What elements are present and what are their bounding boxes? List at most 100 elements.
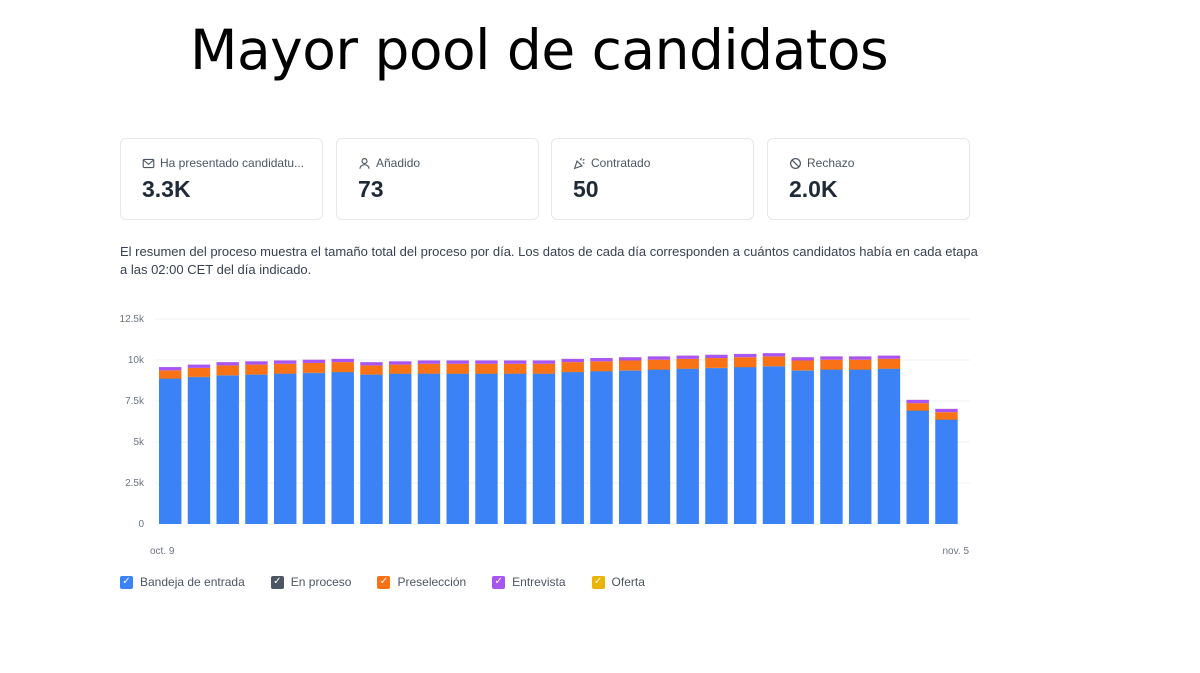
user-icon xyxy=(359,157,370,169)
bar-stack[interactable] xyxy=(762,353,786,524)
bar-segment xyxy=(417,360,441,364)
bar-segment xyxy=(820,359,843,370)
checkbox-icon[interactable]: ✓ xyxy=(120,575,133,589)
bar-segment xyxy=(762,356,786,367)
bar-segment xyxy=(216,365,239,376)
bar-segment xyxy=(935,412,958,420)
bar-stack[interactable] xyxy=(676,355,699,524)
bar-stack[interactable] xyxy=(302,359,326,524)
bar-stack[interactable] xyxy=(331,358,354,524)
bar-stack[interactable] xyxy=(216,362,239,524)
bar-segment xyxy=(216,375,239,524)
bar-stack[interactable] xyxy=(849,356,872,524)
bar-segment xyxy=(877,358,901,369)
bar-segment xyxy=(619,370,642,524)
bar-segment xyxy=(849,369,872,524)
bar-segment xyxy=(159,378,182,524)
bar-segment xyxy=(446,360,469,364)
bar-segment xyxy=(906,410,929,524)
bar-stack[interactable] xyxy=(187,364,211,524)
bar-stack[interactable] xyxy=(791,357,814,524)
bar-stack[interactable] xyxy=(877,355,901,524)
bar-segment xyxy=(159,370,182,379)
bar-segment xyxy=(389,364,412,374)
bar-stack[interactable] xyxy=(245,361,268,524)
legend-item[interactable]: ✓ Preselección xyxy=(377,575,466,589)
bar-stack[interactable] xyxy=(274,360,297,524)
bar-stack[interactable] xyxy=(532,360,556,524)
bar-stack[interactable] xyxy=(935,408,958,524)
bar-stack[interactable] xyxy=(734,353,757,524)
chart-legend: ✓ Bandeja de entrada ✓ En proceso ✓ Preselecc… xyxy=(120,575,671,589)
legend-item[interactable]: ✓ Entrevista xyxy=(492,575,566,589)
chart-description: El resumen del proceso muestra el tamaño… xyxy=(120,244,978,277)
bar-segment xyxy=(216,362,239,366)
bar-segment xyxy=(274,363,297,374)
bar-stack[interactable] xyxy=(446,360,469,524)
bar-segment xyxy=(417,363,441,374)
y-tick-label: 12.5k xyxy=(120,314,145,325)
checkbox-icon[interactable]: ✓ xyxy=(492,575,506,589)
bar-segment xyxy=(734,367,757,524)
legend-label: Preselección xyxy=(397,575,467,589)
checkbox-icon[interactable]: ✓ xyxy=(377,575,391,589)
bar-segment xyxy=(877,369,901,524)
card-applied[interactable]: Ha presentado candidatu... 3.3K xyxy=(120,138,323,220)
bar-stack[interactable] xyxy=(360,362,383,524)
bar-segment xyxy=(331,358,354,363)
bar-segment xyxy=(446,363,469,374)
bar-segment xyxy=(532,360,556,364)
bar-segment xyxy=(877,355,901,359)
bar-stack[interactable] xyxy=(475,360,498,524)
bar-stack[interactable] xyxy=(504,360,527,524)
bar-stack[interactable] xyxy=(705,354,728,524)
bar-stack[interactable] xyxy=(417,360,441,524)
bar-segment xyxy=(532,363,556,374)
bar-segment xyxy=(647,369,671,524)
legend-label: Bandeja de entrada xyxy=(140,575,245,589)
legend-item[interactable]: ✓ Oferta xyxy=(591,575,645,589)
bar-segment xyxy=(446,373,469,524)
bar-segment xyxy=(619,360,642,371)
bar-segment xyxy=(676,355,699,359)
stacked-bar-chart: 0 2.5k 5k 7.5k 10k 12.5k oct. 9 nov. 5 xyxy=(120,314,970,557)
y-tick-label: 5k xyxy=(133,437,145,448)
checkbox-icon[interactable]: ✓ xyxy=(591,575,605,589)
card-added[interactable]: Añadido 73 xyxy=(336,138,539,220)
legend-label: En proceso xyxy=(290,575,352,589)
bar-segment xyxy=(417,373,441,524)
bar-segment xyxy=(475,373,498,524)
bar-segment xyxy=(734,357,757,368)
summary-cards: Ha presentado candidatu... 3.3K Añadido … xyxy=(120,138,970,220)
bar-segment xyxy=(561,358,584,363)
bar-segment xyxy=(590,358,613,362)
y-tick-label: 2.5k xyxy=(125,478,145,489)
bar-stack[interactable] xyxy=(389,361,412,524)
x-tick-label: oct. 9 xyxy=(150,546,175,557)
bar-stack[interactable] xyxy=(906,399,929,524)
bar-stack[interactable] xyxy=(619,357,642,524)
card-rejected[interactable]: Rechazo 2.0K xyxy=(767,138,970,220)
checkbox-icon[interactable]: ✓ xyxy=(270,575,284,589)
card-value: 50 xyxy=(573,176,599,202)
bar-segment xyxy=(504,373,527,524)
bar-stack[interactable] xyxy=(820,356,843,524)
bar-segment xyxy=(274,373,297,524)
bar-stack[interactable] xyxy=(561,358,584,524)
legend-item[interactable]: ✓ Bandeja de entrada xyxy=(120,575,245,589)
legend-item[interactable]: ✓ En proceso xyxy=(270,575,352,589)
bar-segment xyxy=(561,362,584,372)
bar-segment xyxy=(360,362,383,366)
bar-stack[interactable] xyxy=(647,356,671,524)
y-tick-label: 10k xyxy=(128,355,145,366)
bar-segment xyxy=(791,357,814,361)
bar-stack[interactable] xyxy=(159,366,182,524)
bar-segment xyxy=(676,369,699,524)
bar-segment xyxy=(762,353,786,357)
card-hired[interactable]: Contratado 50 xyxy=(551,138,754,220)
bar-segment xyxy=(187,377,211,524)
bar-stack[interactable] xyxy=(590,357,613,524)
bar-segment xyxy=(360,365,383,375)
bar-segment xyxy=(532,373,556,524)
bar-segment xyxy=(504,363,527,374)
